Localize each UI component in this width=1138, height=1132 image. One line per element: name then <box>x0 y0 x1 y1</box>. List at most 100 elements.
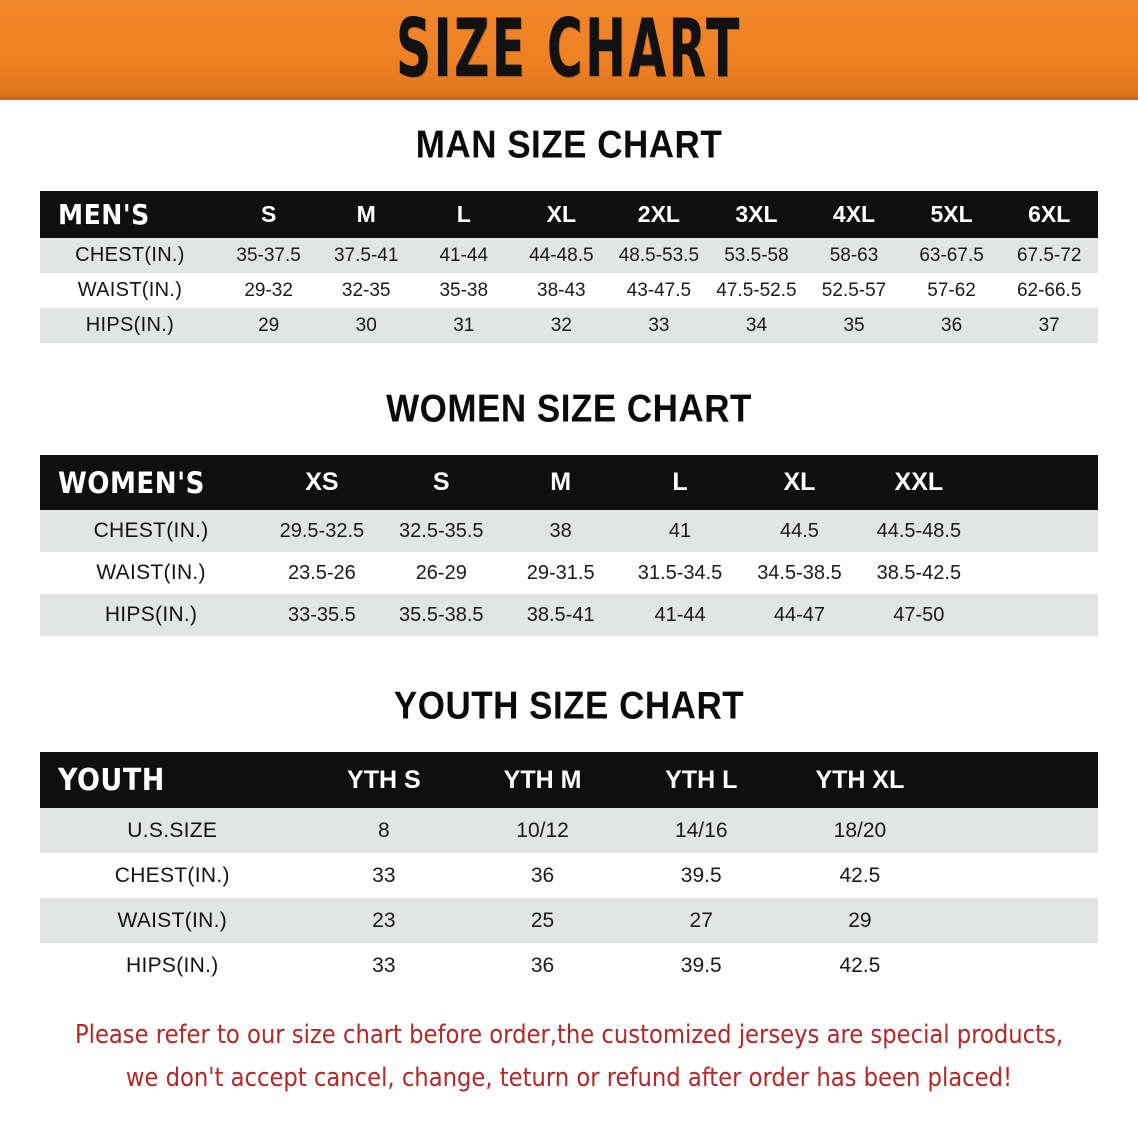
footer-note-line-1: Please refer to our size chart before or… <box>74 1020 1064 1050</box>
table-cell: 52.5-57 <box>805 273 903 308</box>
table-cell: 47.5-52.5 <box>707 273 806 308</box>
table-row: HIPS(IN.) 29 30 31 32 33 34 35 36 37 <box>40 308 1098 343</box>
table-cell: 23 <box>304 898 464 943</box>
column-header-m: M <box>317 191 415 238</box>
table-cell: 38-43 <box>512 273 611 308</box>
table-cell: 33-35.5 <box>262 594 382 636</box>
table-cell: 58-63 <box>805 238 903 273</box>
table-cell-spacer <box>939 808 1098 853</box>
column-header-m: M <box>500 455 621 510</box>
youth-table-body: U.S.SIZE 8 10/12 14/16 18/20 CHEST(IN.) 33 36 39… <box>40 808 1098 988</box>
table-cell-spacer <box>978 552 1098 594</box>
row-label: WAIST(IN.) <box>40 552 263 594</box>
women-corner-label: WOMEN'S <box>40 455 263 510</box>
row-label: U.S.SIZE <box>40 808 305 853</box>
footer-note: Please refer to our size chart before or… <box>51 1014 1087 1100</box>
table-cell: 62-66.5 <box>1000 273 1098 308</box>
table-cell: 36 <box>902 308 1001 343</box>
table-cell: 67.5-72 <box>1000 238 1098 273</box>
table-cell: 35-38 <box>414 273 513 308</box>
column-header-yth-xl: YTH XL <box>780 752 940 808</box>
table-row: WAIST(IN.) 29-32 32-35 35-38 38-43 43-47.5 47.… <box>40 273 1098 308</box>
table-row: CHEST(IN.) 29.5-32.5 32.5-35.5 38 41 44.5 44.5… <box>40 510 1098 552</box>
row-label: CHEST(IN.) <box>40 238 220 273</box>
table-cell: 42.5 <box>780 853 940 898</box>
men-table-body: CHEST(IN.) 35-37.5 37.5-41 41-44 44-48.5 48.5… <box>40 238 1098 343</box>
table-cell: 44-48.5 <box>512 238 611 273</box>
table-cell: 33 <box>610 308 708 343</box>
men-table-header: MEN'S S M L XL 2XL 3XL 4XL 5XL 6XL <box>40 191 1098 238</box>
table-cell: 41 <box>620 510 740 552</box>
man-section-title: MAN SIZE CHART <box>415 122 723 167</box>
table-row: HIPS(IN.) 33-35.5 35.5-38.5 38.5-41 41-44 44-… <box>40 594 1098 636</box>
table-cell: 37.5-41 <box>317 238 415 273</box>
column-header-xs: XS <box>262 455 382 510</box>
table-header-row: WOMEN'S XS S M L XL XXL <box>40 455 1098 510</box>
table-cell: 35 <box>805 308 903 343</box>
table-row: U.S.SIZE 8 10/12 14/16 18/20 <box>40 808 1098 853</box>
table-cell: 35.5-38.5 <box>381 594 501 636</box>
table-cell: 36 <box>463 943 622 988</box>
column-header-xl: XL <box>739 455 860 510</box>
table-cell: 34.5-38.5 <box>739 552 860 594</box>
table-cell: 47-50 <box>859 594 979 636</box>
row-label: CHEST(IN.) <box>40 510 263 552</box>
table-row: HIPS(IN.) 33 36 39.5 42.5 <box>40 943 1098 988</box>
column-header-s: S <box>219 191 318 238</box>
youth-corner-label: YOUTH <box>40 752 305 808</box>
table-cell: 41-44 <box>414 238 513 273</box>
table-cell: 32.5-35.5 <box>381 510 501 552</box>
table-row: CHEST(IN.) 35-37.5 37.5-41 41-44 44-48.5 48.5… <box>40 238 1098 273</box>
table-cell: 43-47.5 <box>610 273 708 308</box>
table-row: WAIST(IN.) 23 25 27 29 <box>40 898 1098 943</box>
row-label: HIPS(IN.) <box>40 943 305 988</box>
column-header-5xl: 5XL <box>902 191 1001 238</box>
table-cell: 38.5-41 <box>500 594 621 636</box>
column-header-4xl: 4XL <box>805 191 903 238</box>
table-cell: 33 <box>304 853 464 898</box>
page-title: SIZE CHART <box>396 0 742 95</box>
women-size-table: WOMEN'S XS S M L XL XXL CHEST(IN.) 29.5-32.5 32.… <box>40 455 1098 636</box>
table-cell: 29-31.5 <box>500 552 621 594</box>
table-cell: 63-67.5 <box>902 238 1001 273</box>
table-cell: 29 <box>780 898 940 943</box>
table-cell: 37 <box>1000 308 1098 343</box>
table-cell: 32-35 <box>317 273 415 308</box>
table-cell: 53.5-58 <box>707 238 806 273</box>
column-header-s: S <box>381 455 501 510</box>
table-cell: 14/16 <box>621 808 781 853</box>
table-header-row: YOUTH YTH S YTH M YTH L YTH XL <box>40 752 1098 808</box>
table-cell: 29-32 <box>219 273 318 308</box>
column-header-yth-m: YTH M <box>463 752 622 808</box>
table-cell-spacer <box>939 943 1098 988</box>
table-cell: 44-47 <box>739 594 860 636</box>
column-header-2xl: 2XL <box>610 191 708 238</box>
table-cell-spacer <box>939 853 1098 898</box>
women-section-title: WOMEN SIZE CHART <box>386 386 752 431</box>
table-cell: 33 <box>304 943 464 988</box>
table-cell: 23.5-26 <box>262 552 382 594</box>
table-cell: 25 <box>463 898 622 943</box>
column-header-yth-s: YTH S <box>304 752 464 808</box>
table-cell: 36 <box>463 853 622 898</box>
column-header-yth-l: YTH L <box>621 752 781 808</box>
table-row: CHEST(IN.) 33 36 39.5 42.5 <box>40 853 1098 898</box>
table-cell: 29.5-32.5 <box>262 510 382 552</box>
table-cell: 32 <box>512 308 611 343</box>
table-cell: 29 <box>219 308 318 343</box>
row-label: CHEST(IN.) <box>40 853 305 898</box>
table-cell-spacer <box>978 510 1098 552</box>
row-label: HIPS(IN.) <box>40 594 263 636</box>
women-table-body: CHEST(IN.) 29.5-32.5 32.5-35.5 38 41 44.5 44.5… <box>40 510 1098 636</box>
table-cell: 48.5-53.5 <box>610 238 708 273</box>
page-header-banner: SIZE CHART <box>0 0 1138 100</box>
column-header-l: L <box>620 455 740 510</box>
table-cell: 39.5 <box>621 943 781 988</box>
table-cell: 31.5-34.5 <box>620 552 740 594</box>
table-cell: 35-37.5 <box>219 238 318 273</box>
column-header-xxl: XXL <box>859 455 979 510</box>
table-cell: 10/12 <box>463 808 622 853</box>
table-cell: 39.5 <box>621 853 781 898</box>
table-cell: 41-44 <box>620 594 740 636</box>
table-cell: 18/20 <box>780 808 940 853</box>
